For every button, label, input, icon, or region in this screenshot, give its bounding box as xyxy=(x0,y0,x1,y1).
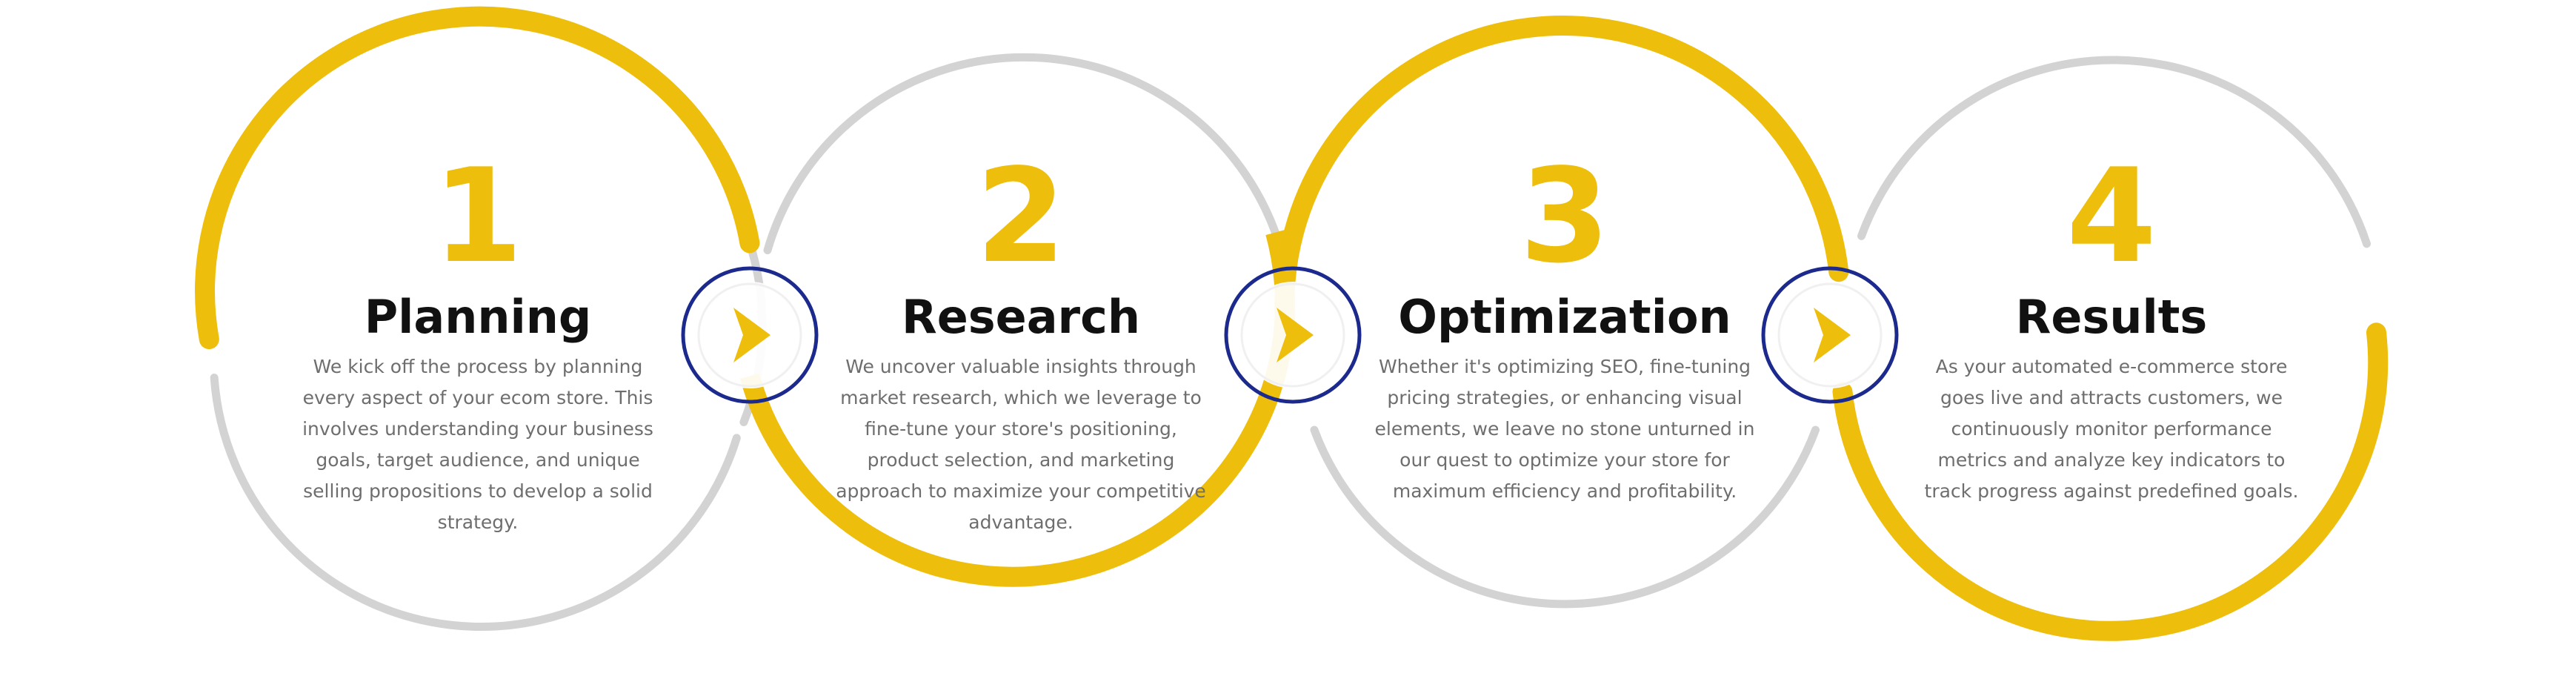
step-1-number: 1 xyxy=(433,142,523,292)
connector-3-inner-ring xyxy=(1777,282,1883,388)
connector-1-outer-ring xyxy=(681,266,819,404)
step-2-number: 2 xyxy=(976,142,1066,292)
step-1-description: We kick off the process by planning ever… xyxy=(302,356,653,533)
step-4-number: 4 xyxy=(2066,142,2157,292)
play-arrow-icon xyxy=(1814,308,1851,362)
step-4-ring-gray-arc xyxy=(1857,56,2371,248)
connector-2-inner-ring xyxy=(1240,282,1345,388)
connector-1-inner-ring xyxy=(697,282,802,388)
step-2-ring-gray-arc xyxy=(763,53,1279,254)
play-arrow-icon xyxy=(733,308,771,362)
step-1-title: Planning xyxy=(364,290,592,344)
step-3-number: 3 xyxy=(1520,142,1610,292)
connector-1[interactable] xyxy=(681,266,819,404)
step-4-title: Results xyxy=(2015,290,2208,344)
step-3-ring-gray-arc xyxy=(1310,425,1820,609)
connector-3[interactable] xyxy=(1761,266,1899,404)
step-2-description: We uncover valuable insights through mar… xyxy=(836,356,1206,533)
step-2-title: Research xyxy=(901,290,1141,344)
step-1-ring-yellow-arc xyxy=(195,6,760,350)
step-3-ring xyxy=(1274,15,1849,609)
step-3-description: Whether it's optimizing SEO, fine-tuning… xyxy=(1374,356,1755,502)
play-arrow-icon xyxy=(1277,308,1314,362)
step-4-description: As your automated e-commerce store goes … xyxy=(1924,356,2299,502)
connector-2[interactable] xyxy=(1224,266,1362,404)
connector-3-outer-ring xyxy=(1761,266,1899,404)
step-4-ring xyxy=(1832,56,2389,641)
connector-2-outer-ring xyxy=(1224,266,1362,404)
step-4-ring-yellow-arc xyxy=(1832,322,2389,641)
step-3-title: Optimization xyxy=(1398,290,1731,344)
step-3-ring-yellow-arc xyxy=(1274,15,1849,345)
